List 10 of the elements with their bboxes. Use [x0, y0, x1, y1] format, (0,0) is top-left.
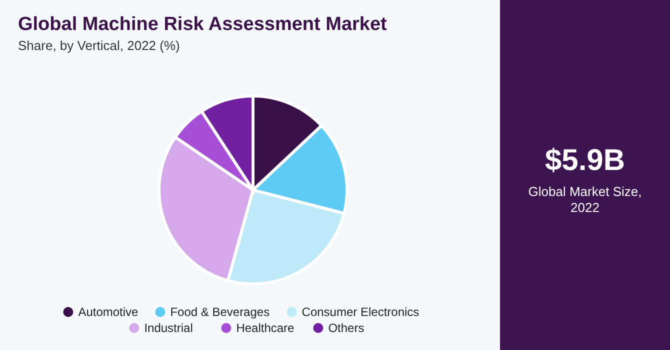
legend-label: Healthcare — [236, 321, 295, 335]
text: Global Market Size, 2022 — [528, 184, 642, 215]
legend-label: Industrial — [144, 321, 193, 335]
legend-label: Automotive — [78, 305, 139, 319]
text: $5.9B — [544, 144, 626, 177]
chart-subtitle: Share, by Vertical, 2022 (%) — [18, 38, 180, 53]
legend-label: Food & Beverages — [170, 305, 270, 319]
legend-label: Consumer Electronics — [302, 305, 420, 319]
chart-title: Global Machine Risk Assessment Market — [18, 14, 388, 35]
legend-label: Others — [328, 321, 364, 335]
